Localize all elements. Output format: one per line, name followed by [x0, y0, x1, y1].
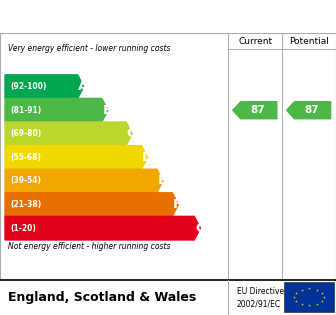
Polygon shape [5, 169, 163, 193]
Text: England, Scotland & Wales: England, Scotland & Wales [8, 291, 197, 304]
Text: F: F [173, 198, 182, 211]
Text: (1-20): (1-20) [10, 224, 36, 233]
Polygon shape [5, 122, 132, 146]
Polygon shape [287, 102, 331, 119]
Text: (69-80): (69-80) [10, 129, 41, 138]
Text: Potential: Potential [289, 37, 329, 46]
Polygon shape [5, 193, 178, 216]
Text: (55-68): (55-68) [10, 153, 41, 162]
Text: (39-54): (39-54) [10, 176, 41, 186]
Text: (81-91): (81-91) [10, 106, 41, 115]
Text: C: C [127, 127, 136, 140]
Text: EU Directive: EU Directive [237, 287, 284, 296]
Polygon shape [5, 75, 84, 98]
Text: Not energy efficient - higher running costs: Not energy efficient - higher running co… [8, 242, 171, 251]
Text: (21-38): (21-38) [10, 200, 41, 209]
Text: G: G [195, 222, 206, 235]
Text: B: B [102, 104, 113, 117]
Text: (92-100): (92-100) [10, 82, 46, 91]
Text: Current: Current [238, 37, 272, 46]
FancyBboxPatch shape [284, 282, 334, 312]
Polygon shape [5, 98, 108, 122]
Polygon shape [233, 102, 277, 119]
Polygon shape [5, 146, 148, 169]
Polygon shape [5, 216, 200, 240]
Text: 87: 87 [251, 105, 265, 115]
Text: A: A [78, 80, 89, 93]
Text: Very energy efficient - lower running costs: Very energy efficient - lower running co… [8, 44, 171, 53]
Text: Energy Efficiency Rating: Energy Efficiency Rating [57, 9, 279, 24]
Text: D: D [142, 151, 153, 164]
Text: 2002/91/EC: 2002/91/EC [237, 300, 281, 309]
Text: 87: 87 [304, 105, 319, 115]
Text: E: E [158, 175, 167, 187]
